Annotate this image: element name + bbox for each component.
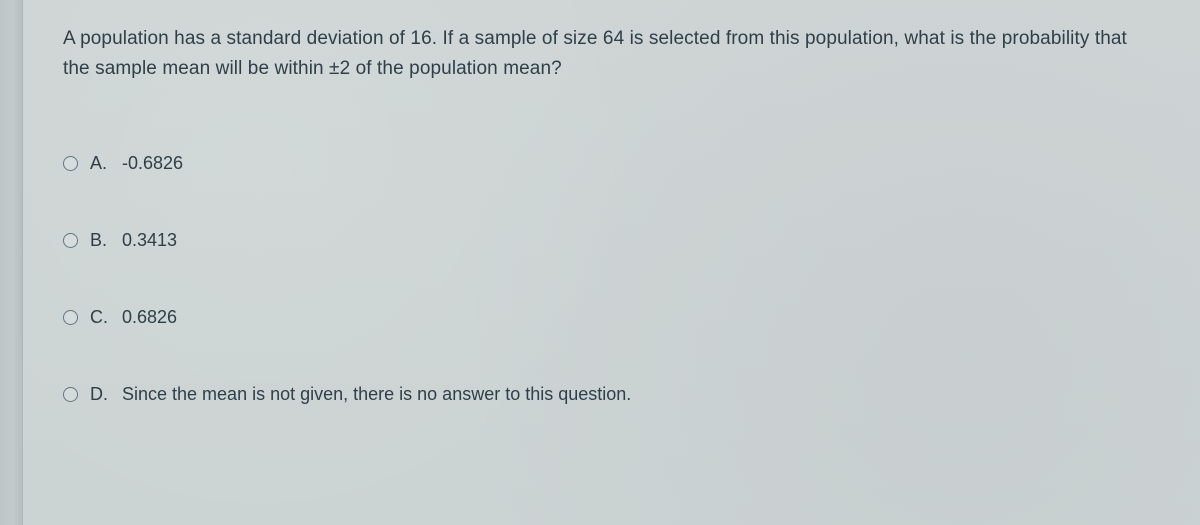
choice-b[interactable]: B. 0.3413 bbox=[63, 230, 1160, 251]
choice-text: 0.6826 bbox=[122, 307, 177, 328]
left-gutter bbox=[0, 0, 23, 525]
choice-a[interactable]: A. -0.6826 bbox=[63, 153, 1160, 174]
question-text: A population has a standard deviation of… bbox=[63, 24, 1153, 85]
choice-letter: D. bbox=[90, 384, 114, 405]
choice-letter: A. bbox=[90, 153, 114, 174]
radio-icon[interactable] bbox=[63, 387, 78, 402]
choice-letter: C. bbox=[90, 307, 114, 328]
radio-icon[interactable] bbox=[63, 156, 78, 171]
choice-text: 0.3413 bbox=[122, 230, 177, 251]
question-card: A population has a standard deviation of… bbox=[23, 0, 1200, 525]
choice-letter: B. bbox=[90, 230, 114, 251]
radio-icon[interactable] bbox=[63, 310, 78, 325]
choice-c[interactable]: C. 0.6826 bbox=[63, 307, 1160, 328]
choice-text: -0.6826 bbox=[122, 153, 183, 174]
choice-text: Since the mean is not given, there is no… bbox=[122, 384, 631, 405]
choice-d[interactable]: D. Since the mean is not given, there is… bbox=[63, 384, 1160, 405]
choice-list: A. -0.6826 B. 0.3413 C. 0.6826 D. Since … bbox=[63, 153, 1160, 405]
radio-icon[interactable] bbox=[63, 233, 78, 248]
